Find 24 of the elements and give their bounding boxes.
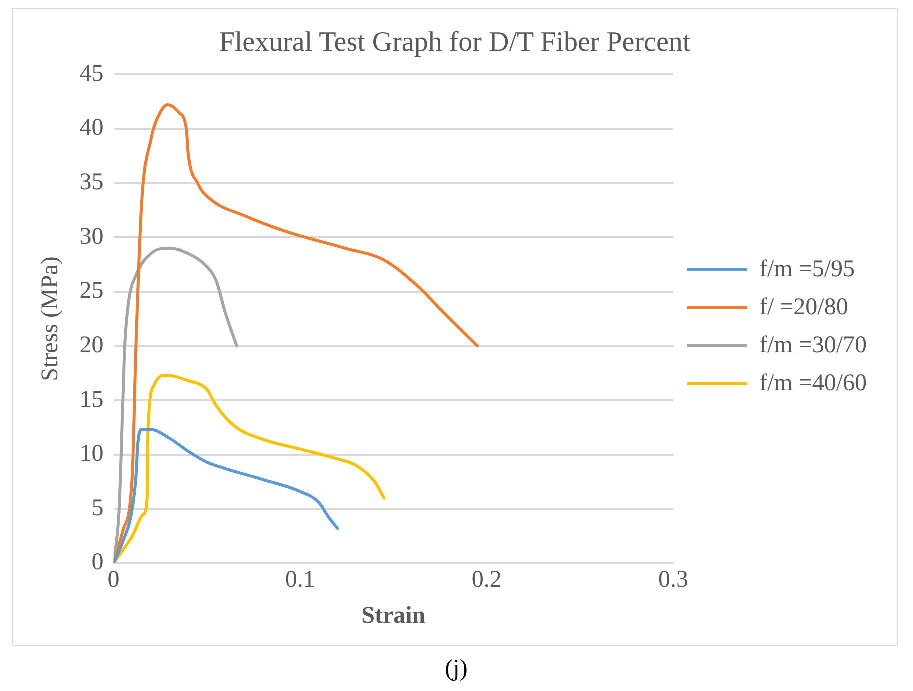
x-tick-label: 0.1 — [285, 567, 316, 594]
y-axis-title: Stress (MPa) — [38, 256, 64, 382]
x-tick-label: 0.3 — [658, 567, 688, 594]
y-tick-label: 45 — [80, 60, 104, 87]
y-tick-label: 40 — [80, 115, 104, 142]
legend-label: f/ =20/80 — [759, 294, 848, 320]
y-tick-label: 20 — [80, 332, 104, 358]
line-series — [114, 428, 340, 564]
y-tick-label: 0 — [92, 550, 104, 576]
line-series — [114, 374, 386, 564]
y-tick-label: 5 — [92, 495, 104, 522]
legend-label: f/m =30/70 — [759, 332, 867, 358]
y-tick-label: 30 — [80, 224, 104, 250]
y-tick-label: 15 — [80, 386, 104, 413]
y-tick-label: 10 — [80, 441, 104, 468]
chart-title: Flexural Test Graph for D/T Fiber Percent — [219, 27, 691, 58]
x-tick-label: 0 — [108, 567, 120, 594]
text: (j) — [444, 656, 469, 683]
y-tick-label: 25 — [80, 278, 104, 304]
x-axis-title: Strain — [362, 602, 426, 629]
legend-label: f/m =5/95 — [759, 256, 855, 282]
legend-label: f/m =40/60 — [759, 370, 867, 396]
x-tick-label: 0.2 — [472, 567, 502, 594]
y-tick-label: 35 — [80, 170, 104, 196]
